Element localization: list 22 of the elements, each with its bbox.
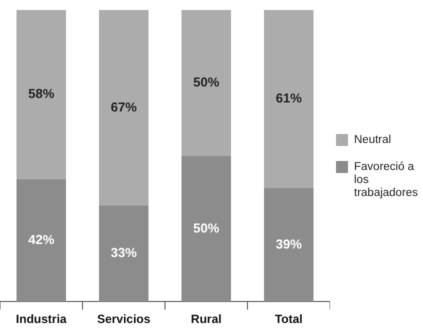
x-tick-label: Total <box>274 312 303 326</box>
bar <box>264 10 314 188</box>
x-tick-label: Rural <box>190 312 222 326</box>
data-label: 50% <box>193 74 220 90</box>
bar <box>264 188 314 302</box>
legend-label: Neutral <box>354 134 392 147</box>
data-label: 61% <box>276 90 302 106</box>
data-label: 33% <box>110 245 138 260</box>
x-tick-label: Industria <box>16 312 67 326</box>
x-tick-label: Servicios <box>97 312 151 326</box>
data-label: 58% <box>28 86 55 102</box>
data-label: 67% <box>110 99 138 114</box>
bar <box>182 156 231 302</box>
bar <box>99 205 148 302</box>
legend-label: Favoreció a los trabajadores <box>354 161 419 200</box>
data-label: 42% <box>28 232 55 247</box>
data-label: 39% <box>276 236 302 252</box>
data-label: 50% <box>193 220 220 236</box>
bar <box>182 10 231 156</box>
bar <box>99 10 148 206</box>
bar <box>16 10 66 180</box>
bar <box>16 179 66 302</box>
